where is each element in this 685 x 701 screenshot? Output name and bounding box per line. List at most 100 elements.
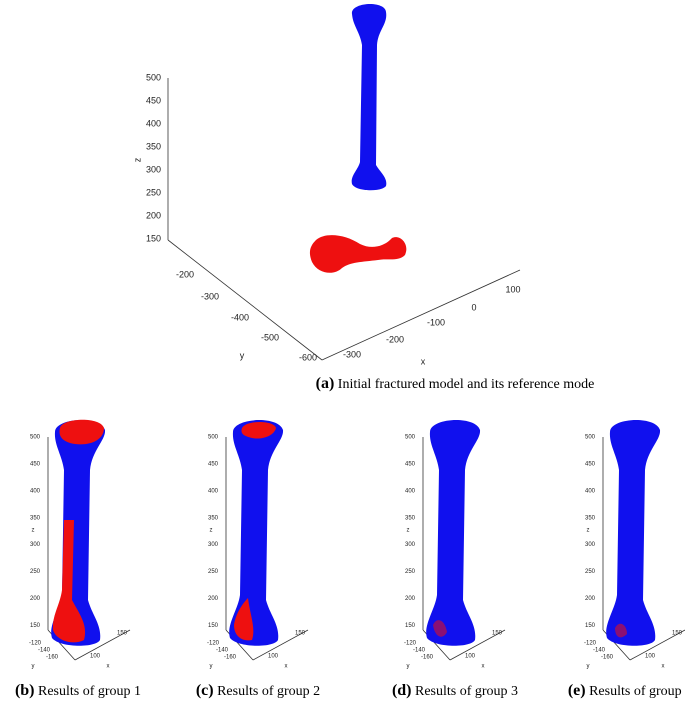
y-tick-label: -140: [216, 648, 229, 654]
caption: (c) Results of group 2: [196, 682, 320, 699]
caption-text: Results of group 2: [217, 684, 320, 699]
z-tick-label: 300: [405, 542, 416, 548]
y-tick-label: -120: [207, 641, 220, 647]
y-tick-label: -500: [261, 332, 279, 342]
reference-bone: [351, 3, 387, 191]
bone: [229, 420, 284, 646]
x-tick-label: 150: [295, 631, 306, 637]
z-tick-label: 250: [146, 187, 161, 197]
x-tick-label: 100: [268, 654, 279, 660]
z-tick-label: 350: [146, 141, 161, 151]
x-axis: [74, 629, 131, 661]
x-tick-label: 0: [471, 302, 476, 312]
y-tick-label: -120: [404, 641, 417, 647]
result-panel: 500 450 400 350 300 250 200 150 -120-140-160 100 1…: [404, 420, 506, 670]
main-axes: [167, 78, 521, 361]
result-panel: 500 450 400 350 300 250 200 150 -120-140-160 100 1…: [29, 419, 131, 670]
y-tick-label: -160: [224, 655, 237, 661]
caption: (b) Results of group 1: [15, 682, 141, 699]
z-tick-label: 500: [585, 435, 596, 441]
caption-label: (e): [568, 682, 586, 699]
caption-text: Results of group 1: [38, 684, 141, 699]
bone: [426, 420, 481, 646]
z-tick-label: 400: [146, 118, 161, 128]
z-tick-label: 200: [208, 596, 219, 602]
y-tick-label: -140: [593, 648, 606, 654]
z-tick-label: 400: [405, 488, 416, 494]
y-axis-label: y: [407, 664, 410, 670]
z-axis-label: z: [407, 528, 410, 534]
z-tick-label: 250: [208, 569, 219, 575]
residual: [234, 598, 254, 641]
z-tick-label: 250: [405, 569, 416, 575]
x-tick-label: 150: [117, 631, 128, 637]
z-tick-label: 150: [405, 623, 416, 629]
z-tick-label: 300: [30, 542, 41, 548]
z-tick-label: 400: [30, 488, 41, 494]
caption-label: (d): [392, 682, 412, 699]
x-tick-label: -300: [343, 349, 361, 359]
z-tick-label: 250: [585, 569, 596, 575]
x-tick-label: -100: [427, 317, 445, 327]
z-tick-label: 500: [30, 435, 41, 441]
z-tick-label: 350: [585, 515, 596, 521]
x-axis-label: x: [421, 356, 426, 366]
z-tick-label: 450: [405, 461, 416, 467]
z-tick-label: 200: [146, 210, 161, 220]
y-tick-label: -200: [176, 269, 194, 279]
y-axis-label: y: [240, 350, 245, 360]
y-tick-label: -600: [299, 352, 317, 362]
z-tick-label: 150: [30, 623, 41, 629]
x-axis-label: x: [107, 664, 110, 670]
z-tick-label: 150: [146, 233, 161, 243]
caption: (d) Results of group 3: [392, 682, 518, 699]
z-tick-label: 400: [208, 488, 219, 494]
x-tick-label: 100: [90, 654, 101, 660]
residual: [59, 419, 104, 445]
caption-label: (a): [316, 375, 335, 392]
z-tick-label: 150: [208, 623, 219, 629]
residual: [615, 623, 627, 638]
z-tick-label: 200: [30, 596, 41, 602]
x-tick-label: 100: [505, 284, 520, 294]
z-tick-label: 350: [208, 515, 219, 521]
z-tick-label: 300: [208, 542, 219, 548]
x-axis-label: x: [662, 664, 665, 670]
z-tick-label: 300: [146, 164, 161, 174]
y-tick-label: -120: [584, 641, 597, 647]
y-axis-label: y: [32, 664, 35, 670]
caption-text: Results of group 3: [415, 684, 518, 699]
z-tick-label: 500: [146, 72, 161, 82]
z-axis-label: z: [587, 528, 590, 534]
y-tick-label: -300: [201, 291, 219, 301]
y-tick-label: -400: [231, 312, 249, 322]
z-axis-label: z: [132, 157, 142, 162]
bone: [606, 420, 661, 646]
x-tick-label: 150: [672, 631, 683, 637]
z-tick-label: 400: [585, 488, 596, 494]
caption: (a) Initial fractured model and its refe…: [316, 375, 595, 392]
z-tick-label: 150: [585, 623, 596, 629]
z-tick-label: 200: [405, 596, 416, 602]
z-tick-label: 500: [208, 435, 219, 441]
x-tick-label: 100: [645, 654, 656, 660]
x-axis: [449, 629, 506, 661]
y-axis-label: y: [210, 664, 213, 670]
z-tick-label: 450: [30, 461, 41, 467]
z-tick-label: 350: [405, 515, 416, 521]
residual: [241, 422, 276, 439]
z-tick-label: 200: [585, 596, 596, 602]
y-tick-label: -160: [421, 655, 434, 661]
caption-label: (b): [15, 682, 35, 699]
residual: [52, 520, 86, 643]
y-tick-label: -160: [46, 655, 59, 661]
x-axis: [252, 629, 309, 661]
z-axis-label: z: [210, 528, 213, 534]
residual: [433, 620, 447, 637]
z-axis-label: z: [32, 528, 35, 534]
y-tick-label: -140: [413, 648, 426, 654]
result-panel: 500 450 400 350 300 250 200 150 -120-140-160 100 1…: [207, 420, 309, 670]
caption-label: (c): [196, 682, 214, 699]
